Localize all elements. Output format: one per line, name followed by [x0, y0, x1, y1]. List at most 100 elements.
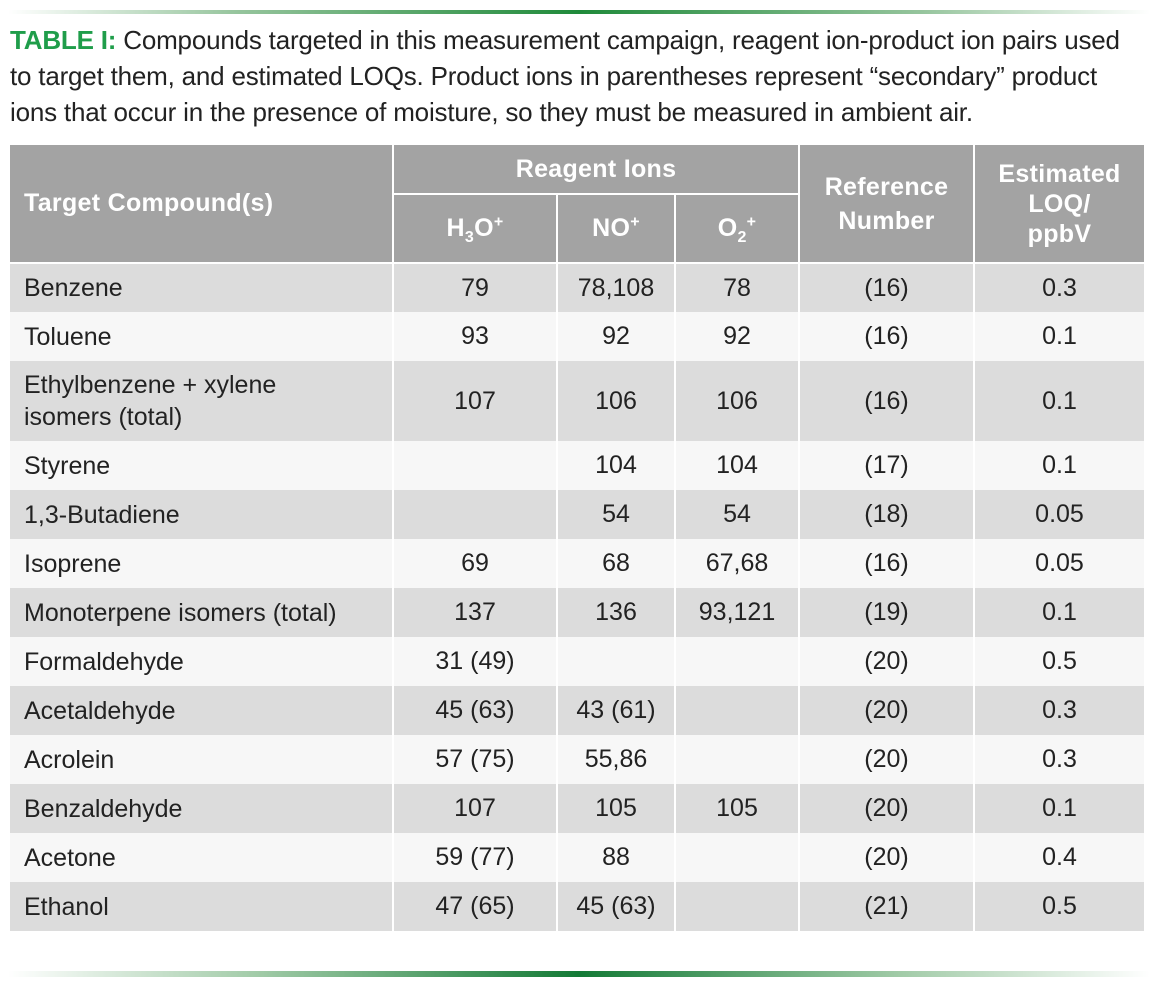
cell-compound: Acetone	[8, 833, 394, 882]
cell-compound: Acrolein	[8, 735, 394, 784]
cell-h3o: 57 (75)	[392, 735, 558, 784]
cell-compound: Ethanol	[8, 882, 394, 931]
cell-no: 105	[556, 784, 676, 833]
table-label: TABLE I:	[10, 25, 117, 55]
cell-no: 92	[556, 312, 676, 361]
cell-h3o: 107	[392, 361, 558, 441]
cell-reference: (20)	[798, 784, 976, 833]
cell-compound: Toluene	[8, 312, 394, 361]
cell-reference: (20)	[798, 637, 976, 686]
caption-text: Compounds targeted in this measurement c…	[10, 25, 1120, 127]
header-target-compound: Target Compound(s)	[8, 143, 394, 264]
top-divider	[8, 10, 1150, 14]
cell-o2: 106	[673, 361, 801, 441]
cell-o2: 104	[673, 441, 801, 490]
cell-o2	[673, 637, 801, 686]
cell-loq: 0.1	[973, 361, 1147, 441]
cell-loq: 0.1	[973, 784, 1147, 833]
cell-compound: Ethylbenzene + xylene isomers (total)	[8, 361, 394, 441]
cell-loq: 0.1	[973, 441, 1147, 490]
cell-o2: 93,121	[673, 588, 801, 637]
cell-no: 43 (61)	[556, 686, 676, 735]
bottom-divider	[8, 971, 1150, 977]
cell-compound: Benzene	[8, 263, 394, 312]
cell-reference: (16)	[798, 263, 976, 312]
table-row: Isoprene 69 68 67,68 (16) 0.05	[8, 539, 1147, 588]
cell-reference: (18)	[798, 490, 976, 539]
cell-no: 136	[556, 588, 676, 637]
cell-loq: 0.1	[973, 588, 1147, 637]
cell-o2	[673, 686, 801, 735]
cell-loq: 0.3	[973, 263, 1147, 312]
compounds-table: Target Compound(s) Reagent Ions Referenc…	[8, 143, 1147, 931]
cell-h3o	[392, 441, 558, 490]
table-row: Formaldehyde 31 (49) (20) 0.5	[8, 637, 1147, 686]
cell-reference: (21)	[798, 882, 976, 931]
cell-h3o	[392, 490, 558, 539]
cell-loq: 0.5	[973, 637, 1147, 686]
header-reference-number: Reference Number	[798, 143, 976, 264]
cell-no: 106	[556, 361, 676, 441]
cell-loq: 0.4	[973, 833, 1147, 882]
cell-h3o: 79	[392, 263, 558, 312]
table-row: Benzaldehyde 107 105 105 (20) 0.1	[8, 784, 1147, 833]
cell-o2	[673, 882, 801, 931]
header-o2-ion: O2+	[673, 193, 801, 264]
cell-h3o: 69	[392, 539, 558, 588]
table-row: Acrolein 57 (75) 55,86 (20) 0.3	[8, 735, 1147, 784]
cell-h3o: 31 (49)	[392, 637, 558, 686]
cell-o2	[673, 833, 801, 882]
cell-compound: Formaldehyde	[8, 637, 394, 686]
cell-compound: Styrene	[8, 441, 394, 490]
cell-no: 45 (63)	[556, 882, 676, 931]
cell-reference: (20)	[798, 735, 976, 784]
cell-compound: Monoterpene isomers (total)	[8, 588, 394, 637]
cell-reference: (17)	[798, 441, 976, 490]
cell-no: 78,108	[556, 263, 676, 312]
cell-o2: 78	[673, 263, 801, 312]
table-caption: TABLE I: Compounds targeted in this meas…	[10, 22, 1148, 130]
header-no-ion: NO+	[556, 193, 676, 264]
cell-no: 68	[556, 539, 676, 588]
cell-no	[556, 637, 676, 686]
table-row: Ethanol 47 (65) 45 (63) (21) 0.5	[8, 882, 1147, 931]
cell-no: 104	[556, 441, 676, 490]
cell-o2	[673, 735, 801, 784]
cell-o2: 92	[673, 312, 801, 361]
table-row: Acetone 59 (77) 88 (20) 0.4	[8, 833, 1147, 882]
cell-h3o: 45 (63)	[392, 686, 558, 735]
cell-compound: Acetaldehyde	[8, 686, 394, 735]
cell-compound: 1,3-Butadiene	[8, 490, 394, 539]
cell-o2: 67,68	[673, 539, 801, 588]
header-h3o-ion: H3O+	[392, 193, 558, 264]
cell-no: 54	[556, 490, 676, 539]
cell-loq: 0.05	[973, 490, 1147, 539]
cell-h3o: 137	[392, 588, 558, 637]
table-row: Ethylbenzene + xylene isomers (total) 10…	[8, 361, 1147, 441]
cell-loq: 0.3	[973, 735, 1147, 784]
cell-o2: 54	[673, 490, 801, 539]
cell-h3o: 47 (65)	[392, 882, 558, 931]
cell-reference: (19)	[798, 588, 976, 637]
table-row: Styrene 104 104 (17) 0.1	[8, 441, 1147, 490]
cell-loq: 0.05	[973, 539, 1147, 588]
table-row: Monoterpene isomers (total) 137 136 93,1…	[8, 588, 1147, 637]
header-reagent-ions: Reagent Ions	[391, 143, 801, 195]
cell-no: 88	[556, 833, 676, 882]
table-row: 1,3-Butadiene 54 54 (18) 0.05	[8, 490, 1147, 539]
cell-reference: (16)	[798, 312, 976, 361]
cell-h3o: 93	[392, 312, 558, 361]
cell-o2: 105	[673, 784, 801, 833]
cell-reference: (16)	[798, 539, 976, 588]
cell-compound: Benzaldehyde	[8, 784, 394, 833]
table-row: Acetaldehyde 45 (63) 43 (61) (20) 0.3	[8, 686, 1147, 735]
cell-loq: 0.1	[973, 312, 1147, 361]
cell-no: 55,86	[556, 735, 676, 784]
cell-loq: 0.3	[973, 686, 1147, 735]
cell-reference: (20)	[798, 833, 976, 882]
cell-loq: 0.5	[973, 882, 1147, 931]
cell-h3o: 59 (77)	[392, 833, 558, 882]
table-row: Benzene 79 78,108 78 (16) 0.3	[8, 263, 1147, 312]
cell-compound: Isoprene	[8, 539, 394, 588]
cell-reference: (16)	[798, 361, 976, 441]
